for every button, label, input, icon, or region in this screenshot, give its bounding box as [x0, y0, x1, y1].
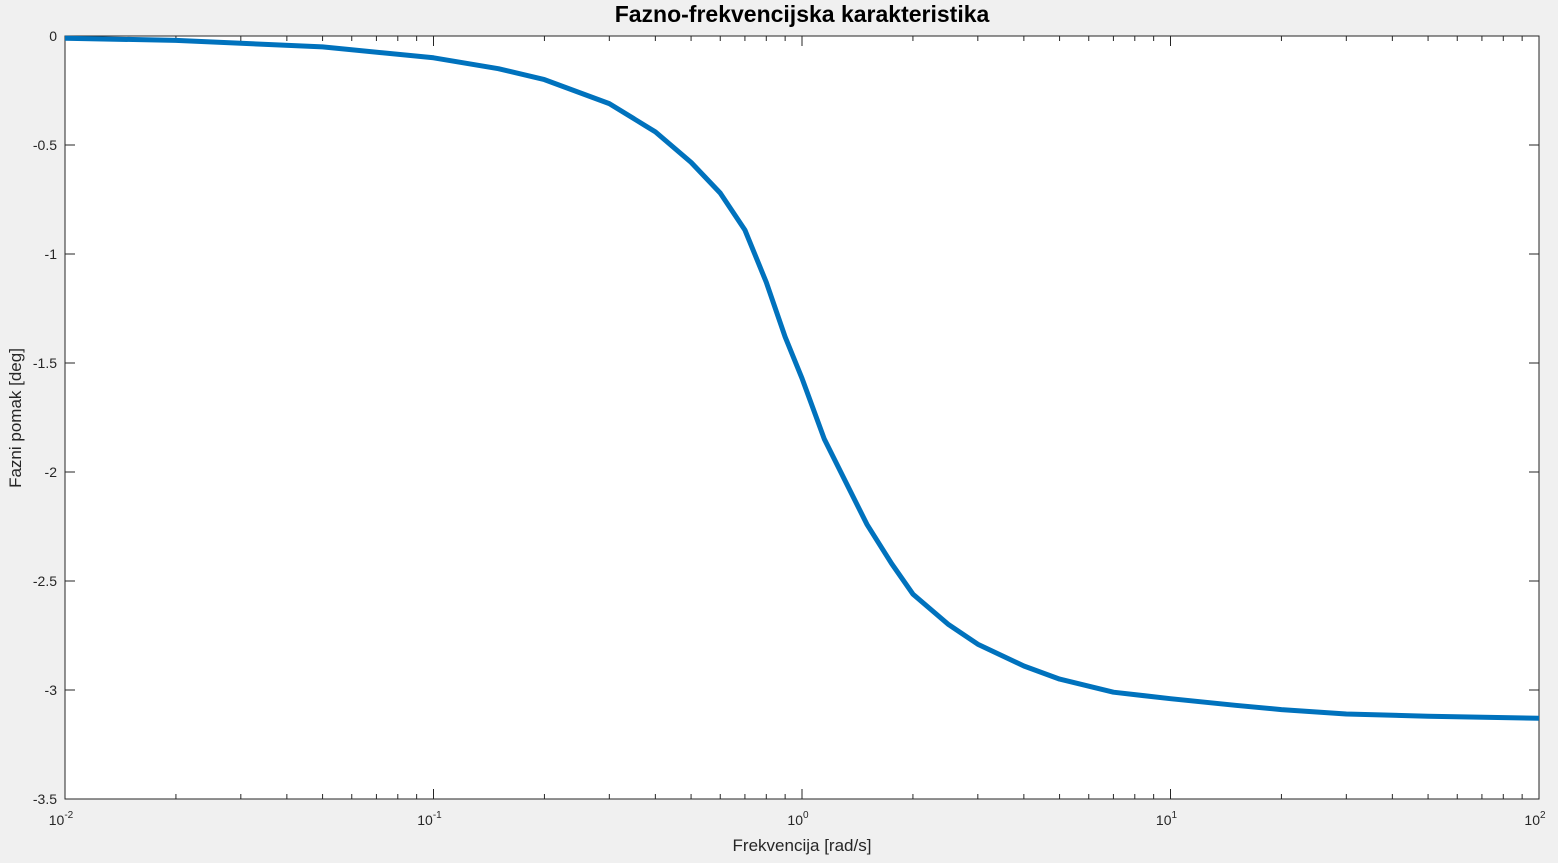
y-tick-label: -1.5 — [33, 355, 57, 371]
axis-ticks — [64, 35, 1539, 800]
y-tick-label: -1 — [45, 246, 58, 262]
x-axis-label: Frekvencija [rad/s] — [733, 836, 872, 855]
y-tick-label: 0 — [49, 28, 57, 44]
x-tick-label: 100 — [787, 810, 809, 828]
y-tick-label: -3 — [45, 682, 58, 698]
chart-title: Fazno-frekvencijska karakteristika — [615, 1, 990, 27]
x-tick-labels: 10-2 10-1 100 101 102 — [49, 810, 1546, 828]
x-tick-label: 101 — [1156, 810, 1178, 828]
y-tick-label: -2.5 — [33, 573, 57, 589]
x-tick-label: 10-2 — [49, 810, 74, 828]
y-axis-label: Fazni pomak [deg] — [6, 348, 25, 488]
y-tick-label: -3.5 — [33, 791, 57, 807]
plot-area — [64, 35, 1540, 800]
y-tick-label: -0.5 — [33, 137, 57, 153]
x-tick-label: 102 — [1524, 810, 1546, 828]
y-tick-labels: 0 -0.5 -1 -1.5 -2 -2.5 -3 -3.5 — [33, 28, 57, 807]
phase-series-line — [64, 35, 1540, 721]
series-lines — [64, 35, 1540, 721]
y-tick-label: -2 — [45, 464, 58, 480]
x-tick-label: 10-1 — [417, 810, 442, 828]
